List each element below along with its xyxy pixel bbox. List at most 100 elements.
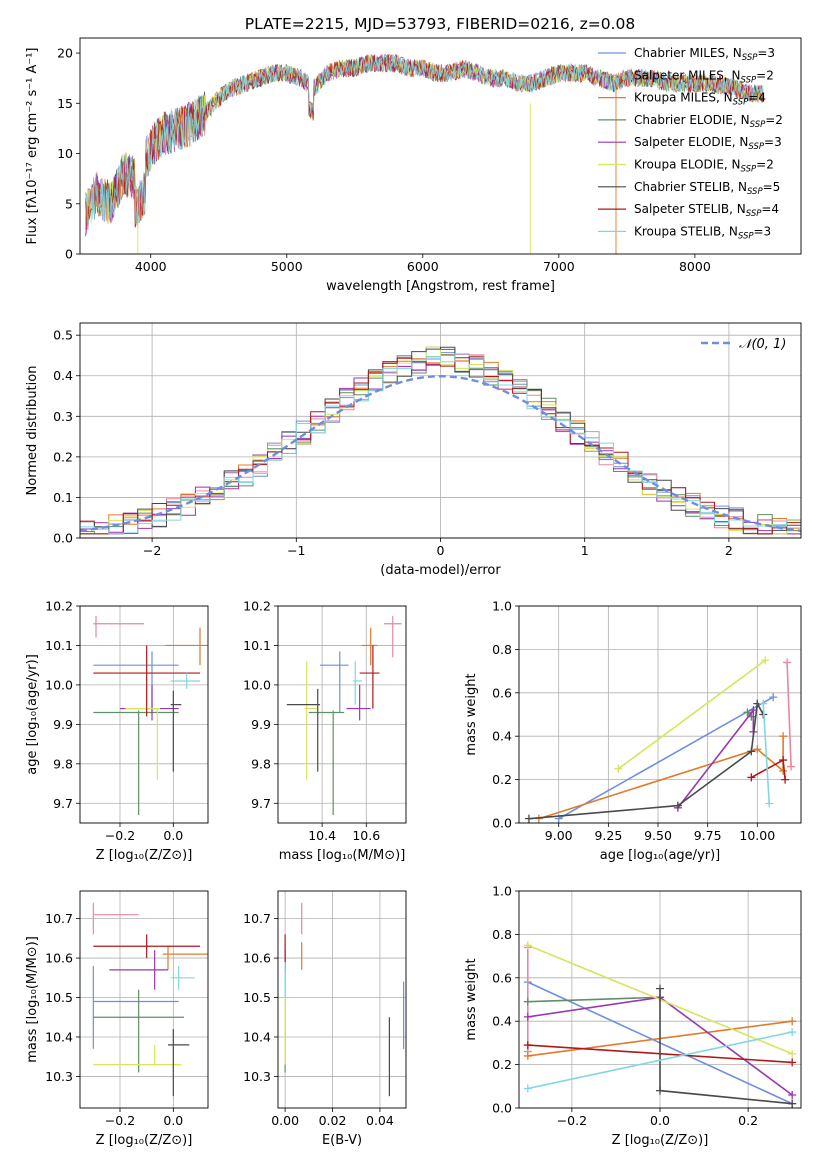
y-tick-label: 0.4	[492, 1014, 512, 1029]
x-tick-label: 0.0	[163, 828, 183, 843]
y-tick-label: 10.3	[243, 1069, 271, 1084]
y-tick-label: 10.4	[45, 1029, 73, 1044]
y-tick-label: 10.6	[45, 951, 73, 966]
histogram-series-9	[80, 353, 801, 538]
weight-series-9	[762, 703, 770, 804]
x-tick-label: 7000	[543, 259, 575, 274]
spectrum-panel: 4000 5000 6000 7000 8000 0 5 10 15 20 wavelength […	[25, 37, 802, 294]
x-tick-label: 9.00	[545, 828, 573, 843]
x-tick-label: −2	[143, 543, 161, 558]
mass-vs-ebv-panel: 0.00 0.02 0.04 10.3 10.4 10.5 10.6 10.7 E(B-V)	[243, 890, 407, 1148]
legend-label: 𝒩(0, 1)	[739, 337, 786, 352]
x-axis-label: wavelength [Angstrom, rest frame]	[326, 279, 555, 294]
spectrum-series-9	[85, 53, 764, 231]
weight-point-marker	[769, 693, 778, 702]
y-tick-label: 0.4	[492, 729, 512, 744]
mass-vs-Z-panel: −0.2 0.0 10.3 10.4 10.5 10.6 10.7 Z [log₁₀(Z/Z⊙…	[25, 890, 209, 1148]
weight-series-6	[617, 659, 766, 770]
y-tick-label: 10.5	[243, 990, 271, 1005]
weight-point-marker	[787, 762, 796, 771]
x-tick-label: 10.6	[352, 828, 380, 843]
spectrum-legend: Chabrier MILES, NSSP=3 Salpeter MILES, NS…	[598, 46, 783, 241]
y-tick-label: 10.2	[45, 599, 73, 614]
y-tick-label: 0	[65, 247, 73, 262]
plot-area	[523, 941, 797, 1108]
x-tick-label: 0.0	[163, 1113, 183, 1128]
x-tick-label: 9.25	[594, 828, 622, 843]
y-tick-label: 15	[57, 96, 73, 111]
y-axis-label: age [log₁₀(age/yr)]	[25, 654, 40, 775]
axes-frame	[277, 605, 407, 824]
y-tick-label: 0.0	[492, 816, 512, 831]
weight-point-marker	[523, 1041, 532, 1050]
axes-frame	[79, 322, 802, 539]
plot-area	[286, 615, 402, 816]
x-tick-label: 10.00	[739, 828, 775, 843]
y-tick-label: 20	[57, 46, 73, 61]
weight-series-2	[786, 662, 792, 767]
y-tick-label: 10.3	[45, 1069, 73, 1084]
age-vs-Z-panel: −0.2 0.0 9.7 9.8 9.9 10.0 10.1 10.2 Z [log₁₀(Z/Z…	[25, 599, 209, 863]
legend-label: Salpeter STELIB, NSSP=4	[634, 202, 779, 219]
y-tick-label: 0.2	[53, 449, 73, 464]
y-tick-label: 10.0	[45, 677, 73, 692]
axes-frame	[518, 890, 802, 1109]
plot-area	[85, 53, 764, 254]
x-tick-label: −1	[287, 543, 305, 558]
x-tick-label: 6000	[407, 259, 439, 274]
legend-label: Kroupa MILES, NSSP=4	[634, 91, 766, 108]
y-axis-label: Normed distribution	[25, 366, 40, 496]
plot-area	[93, 615, 208, 816]
y-tick-label: 10.5	[45, 990, 73, 1005]
weight-point-marker	[779, 756, 788, 765]
x-tick-label: 0.02	[319, 1113, 347, 1128]
x-tick-label: −0.2	[557, 1113, 587, 1128]
x-tick-label: −0.2	[105, 828, 135, 843]
y-tick-label: 0.5	[53, 328, 73, 343]
y-tick-label: 0.8	[492, 927, 512, 942]
x-axis-label: age [log₁₀(age/yr)]	[600, 848, 721, 863]
x-tick-label: 5000	[271, 259, 303, 274]
plot-area	[92, 902, 208, 1097]
x-tick-label: 10.4	[308, 828, 336, 843]
x-tick-label: 4000	[135, 259, 167, 274]
histogram-series-8	[80, 356, 801, 538]
weight-point-marker	[747, 747, 756, 756]
y-tick-label: 9.9	[251, 717, 271, 732]
y-tick-label: 9.8	[251, 756, 271, 771]
figure-title: PLATE=2215, MJD=53793, FIBERID=0216, z=0…	[245, 15, 635, 33]
y-tick-label: 1.0	[492, 884, 512, 899]
y-tick-label: 10.0	[243, 677, 271, 692]
y-tick-label: 5	[65, 196, 73, 211]
weight-point-marker	[781, 775, 790, 784]
y-tick-label: 9.7	[251, 796, 271, 811]
y-tick-label: 10.7	[243, 911, 271, 926]
weight-point-marker	[788, 1028, 797, 1037]
x-tick-label: 0.00	[271, 1113, 299, 1128]
normal-reference-curve	[80, 374, 801, 533]
weight-series-3	[538, 736, 784, 820]
y-tick-label: 10	[57, 146, 73, 161]
weight-point-marker	[761, 656, 770, 665]
x-tick-label: 9.50	[644, 828, 672, 843]
x-tick-label: 0.0	[650, 1113, 670, 1128]
weight-point-marker	[747, 773, 756, 782]
axes-frame	[277, 890, 407, 1109]
legend-label: Kroupa STELIB, NSSP=3	[634, 224, 771, 241]
y-tick-label: 1.0	[492, 599, 512, 614]
y-tick-label: 0.0	[53, 531, 73, 546]
weight-point-marker	[523, 1084, 532, 1093]
legend-label: Chabrier ELODIE, NSSP=2	[634, 113, 783, 130]
weight-vs-age-panel: 9.00 9.25 9.50 9.75 10.00 0.0 0.2 0.4 0.6 0.8 1.0 a…	[464, 599, 802, 863]
weight-point-marker	[523, 941, 532, 950]
weight-point-marker	[759, 699, 768, 708]
y-tick-label: 10.2	[243, 599, 271, 614]
legend-label: Chabrier STELIB, NSSP=5	[634, 180, 780, 197]
x-tick-label: 0	[437, 543, 445, 558]
y-axis-label: mass [log₁₀(M/M⊙)]	[25, 936, 40, 1063]
y-axis-label: mass weight	[464, 958, 479, 1040]
weight-point-marker	[523, 1051, 532, 1060]
x-tick-label: 8000	[679, 259, 711, 274]
y-tick-label: 0.3	[53, 409, 73, 424]
y-tick-label: 10.1	[243, 638, 271, 653]
